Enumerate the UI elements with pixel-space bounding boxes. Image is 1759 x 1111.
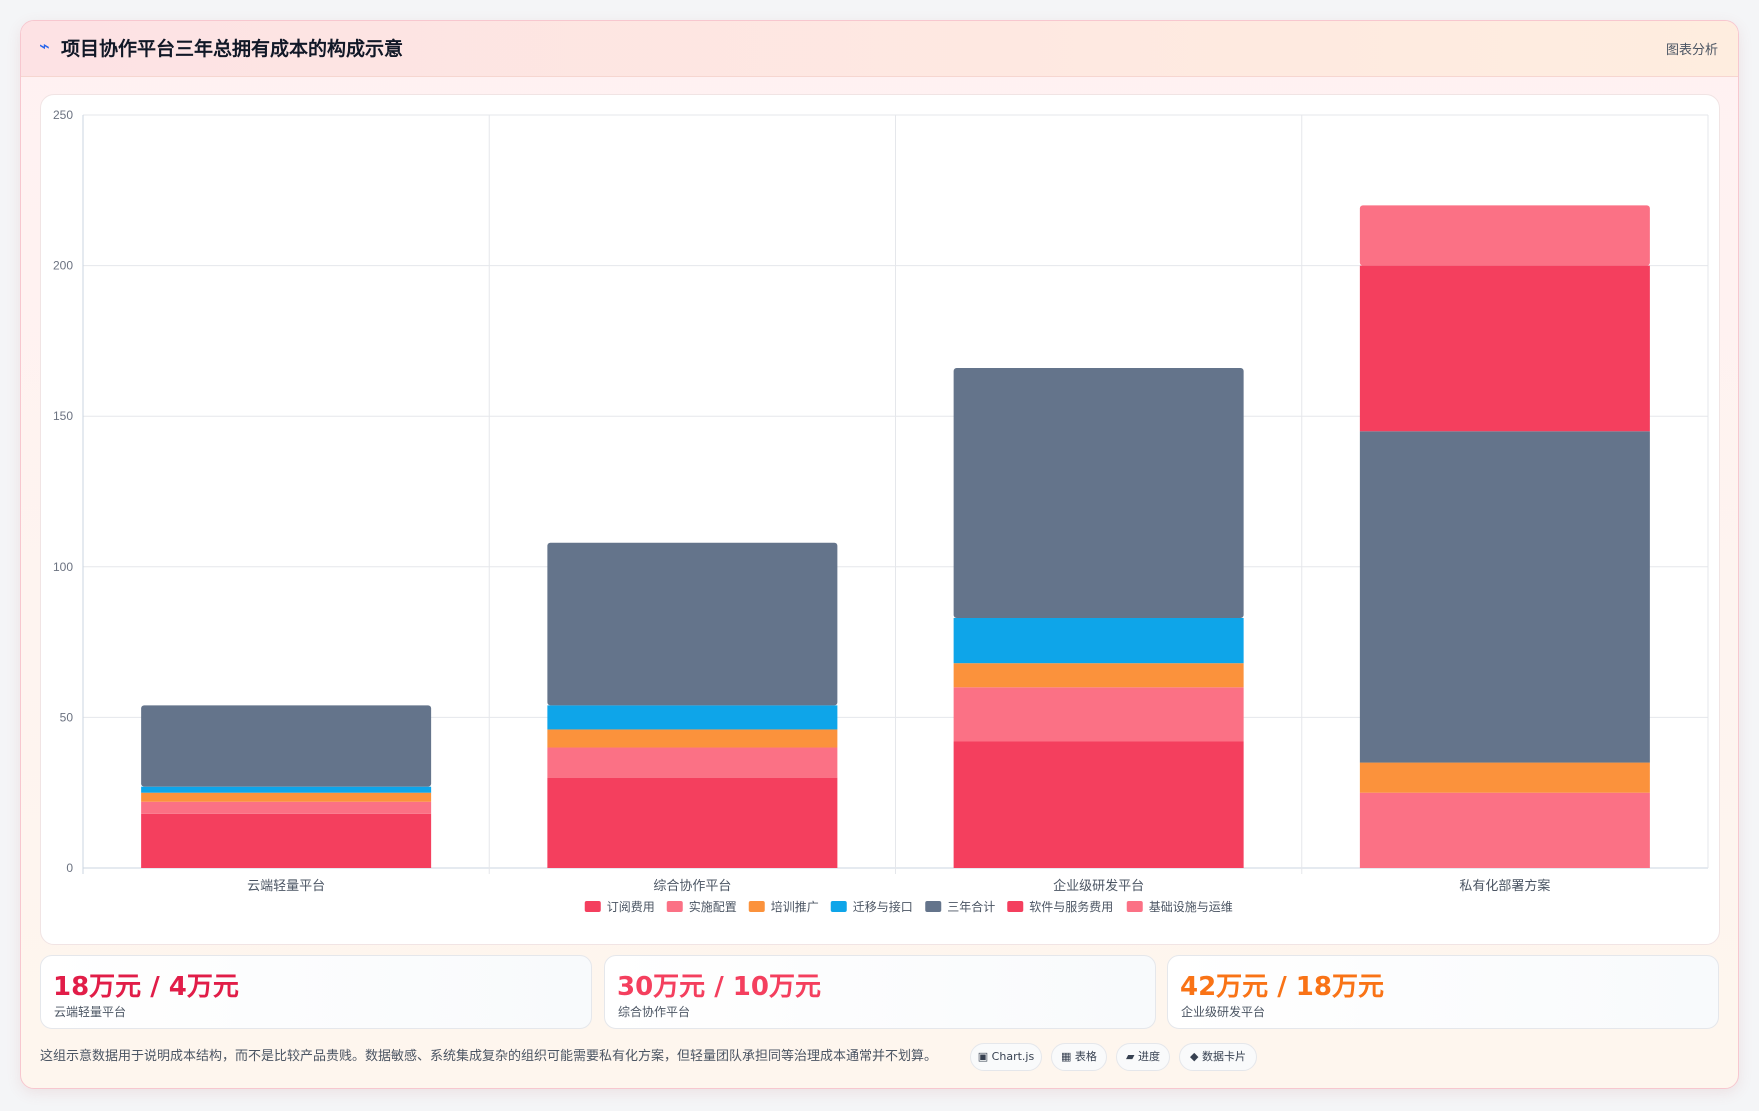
legend-label: 订阅费用 (607, 900, 655, 914)
legend-swatch (1126, 901, 1143, 912)
bar-segment (953, 663, 1244, 688)
bar-segment (141, 813, 432, 868)
kpi-value: 42万元 / 18万元 (1180, 972, 1384, 1002)
bar-segment (547, 729, 838, 748)
legend-swatch (584, 901, 601, 912)
bar-segment (547, 777, 838, 868)
legend-swatch (925, 901, 942, 912)
kpi-label: 企业级研发平台 (1181, 1005, 1266, 1019)
x-tick-label: 私有化部署方案 (1459, 878, 1550, 894)
page-title: 项目协作平台三年总拥有成本的构成示意 (61, 38, 404, 60)
chip-table[interactable]: ▦ 表格 (1051, 1043, 1107, 1071)
legend-label: 软件与服务费用 (1029, 899, 1113, 914)
legend-swatch (830, 901, 847, 912)
chip-progress[interactable]: ▰ 进度 (1116, 1043, 1170, 1071)
bar-segment (141, 786, 432, 793)
legend-label: 三年合计 (947, 899, 995, 914)
panel-header: ⌁ 项目协作平台三年总拥有成本的构成示意 图表分析 (21, 21, 1738, 77)
bar-segment (1359, 205, 1650, 266)
legend-label: 迁移与接口 (853, 899, 913, 914)
bar-segment (1359, 265, 1650, 432)
bar-segment (953, 368, 1244, 619)
stacked-bar-chart: 0 50 100 150 200 250 云端轻量平台 综合协作平台 企业级研发平台 私有化部署方… (53, 108, 1709, 914)
legend-label: 基础设施与运维 (1149, 900, 1233, 914)
legend-label: 培训推广 (771, 899, 819, 914)
bar-segment (547, 705, 838, 730)
kpi-card-cloud: 18万元 / 4万元 云端轻量平台 (40, 955, 592, 1029)
chart-card: 0 50 100 150 200 250 云端轻量平台 综合协作平台 企业级研发平台 私有化部署方… (40, 94, 1720, 945)
bar-segment (141, 705, 432, 787)
kpi-label: 综合协作平台 (618, 1005, 691, 1019)
bar-segment (1359, 431, 1650, 763)
x-tick-label: 云端轻量平台 (247, 879, 325, 894)
kpi-label: 云端轻量平台 (54, 1005, 127, 1019)
x-tick-label: 综合协作平台 (653, 879, 731, 894)
bar-segment (1359, 792, 1650, 868)
chart-analysis-tag: 图表分析 (1665, 43, 1718, 58)
bar-segment (141, 801, 432, 814)
kpi-card-collab: 30万元 / 10万元 综合协作平台 (604, 955, 1156, 1029)
chip-data-card[interactable]: ◆ 数据卡片 (1179, 1043, 1257, 1071)
kpi-card-enterprise: 42万元 / 18万元 企业级研发平台 (1167, 955, 1719, 1029)
bar-segment (547, 747, 838, 778)
bar-segment (1359, 762, 1650, 793)
bar-segment (953, 741, 1244, 868)
y-tick-label: 100 (53, 560, 73, 574)
chart-panel: ⌁ 项目协作平台三年总拥有成本的构成示意 图表分析 0 50 100 150 200 25… (20, 20, 1739, 1089)
bar-segment (547, 542, 838, 706)
bar-segment (953, 618, 1244, 664)
bar-segment (141, 792, 432, 802)
y-tick-label: 50 (60, 710, 74, 724)
y-tick-label: 150 (53, 409, 73, 423)
x-tick-label: 企业级研发平台 (1053, 878, 1144, 894)
kpi-value: 30万元 / 10万元 (617, 972, 821, 1002)
y-tick-label: 200 (53, 259, 73, 273)
footnote: 这组示意数据用于说明成本结构，而不是比较产品贵贱。数据敏感、系统集成复杂的组织可… (40, 1049, 938, 1064)
y-tick-label: 250 (53, 108, 73, 122)
legend-swatch (748, 901, 765, 912)
y-tick-label: 0 (66, 861, 73, 875)
kpi-value: 18万元 / 4万元 (53, 972, 239, 1002)
bolt-icon: ⌁ (39, 36, 50, 57)
chip-chartjs[interactable]: ▣ Chart.js (970, 1043, 1042, 1071)
legend-swatch (1007, 901, 1024, 912)
legend-swatch (666, 901, 683, 912)
legend-label: 实施配置 (689, 899, 737, 914)
bar-segment (953, 687, 1244, 742)
